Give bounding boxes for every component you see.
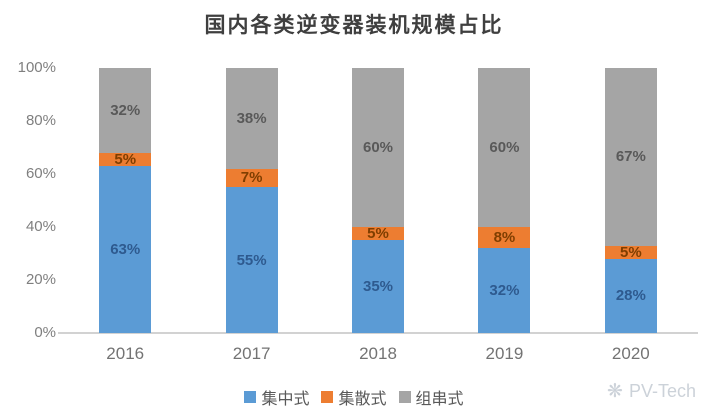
x-tick-label: 2019 xyxy=(485,344,524,363)
data-label: 32% xyxy=(489,282,520,300)
x-axis-labels: 2016 2017 2018 2019 2020 xyxy=(62,344,694,364)
legend-label: 集散式 xyxy=(338,391,387,408)
bar-segment[interactable]: 63% xyxy=(99,166,152,333)
bar-column: 28% 5% 67% xyxy=(568,68,694,333)
bar-segment[interactable]: 67% xyxy=(604,68,657,246)
bar-segment[interactable]: 32% xyxy=(478,248,531,333)
y-tick-label: 0% xyxy=(34,324,56,341)
data-label: 32% xyxy=(110,101,141,119)
legend-label: 集中式 xyxy=(261,391,310,408)
bar-segment[interactable]: 60% xyxy=(478,68,531,228)
legend-label: 组串式 xyxy=(415,391,464,408)
bar-segment[interactable]: 32% xyxy=(99,68,152,153)
stacked-bar-2016[interactable]: 63% 5% 32% xyxy=(99,68,152,333)
data-label: 55% xyxy=(236,251,267,269)
watermark-label: PV-Tech xyxy=(628,381,696,401)
y-tick-label: 80% xyxy=(25,112,56,129)
bar-segment[interactable]: 38% xyxy=(225,68,278,169)
data-label: 38% xyxy=(236,109,267,127)
bars-container: 63% 5% 32% 55% 7% 38% 35% 5% 60% 32% 8% 60% 28% 5% 67% xyxy=(62,68,694,333)
bar-column: 55% 7% 38% xyxy=(188,68,314,333)
bar-segment[interactable]: 55% xyxy=(225,187,278,333)
data-label: 60% xyxy=(489,139,520,157)
stacked-bar-2019[interactable]: 32% 8% 60% xyxy=(478,68,531,333)
bar-segment[interactable]: 5% xyxy=(99,150,152,168)
data-label: 7% xyxy=(240,169,263,187)
bar-column: 35% 5% 60% xyxy=(315,68,441,333)
chart-title: 国内各类逆变器装机规模占比 xyxy=(204,12,504,37)
data-label: 60% xyxy=(363,139,394,156)
y-tick-label: 60% xyxy=(25,165,56,182)
y-tick-label: 20% xyxy=(25,271,56,288)
x-axis-line xyxy=(58,332,698,334)
data-label: 5% xyxy=(367,225,389,243)
legend-item[interactable]: 组串式 xyxy=(398,385,464,409)
legend-swatch-icon xyxy=(321,391,334,403)
legend-item[interactable]: 集中式 xyxy=(244,385,309,409)
data-label: 8% xyxy=(493,229,516,247)
bar-segment[interactable]: 35% xyxy=(352,240,405,333)
legend-item[interactable]: 集散式 xyxy=(321,385,387,409)
bar-segment[interactable]: 5% xyxy=(352,225,405,243)
bar-column: 63% 5% 32% xyxy=(62,68,188,333)
bar-segment[interactable]: 7% xyxy=(225,168,278,188)
data-label: 35% xyxy=(363,278,394,296)
stacked-bar-2018[interactable]: 35% 5% 60% xyxy=(352,68,405,333)
data-label: 28% xyxy=(615,287,646,305)
data-label: 5% xyxy=(114,150,137,168)
legend-swatch-icon xyxy=(244,391,257,403)
stacked-bar-2020[interactable]: 28% 5% 67% xyxy=(604,68,657,333)
x-tick-label: 2018 xyxy=(359,344,397,363)
x-tick-label: 2016 xyxy=(106,344,145,363)
data-label: 67% xyxy=(615,148,646,166)
data-label: 5% xyxy=(619,243,642,261)
data-label: 63% xyxy=(110,241,141,259)
stacked-bar-2017[interactable]: 55% 7% 38% xyxy=(225,68,278,333)
bar-segment[interactable]: 28% xyxy=(604,258,657,333)
bar-segment[interactable]: 5% xyxy=(604,243,657,261)
x-tick-label: 2017 xyxy=(232,344,271,363)
legend: 集中式 集散式 组串式 xyxy=(0,385,708,409)
pv-tech-logo: ❋ PV-Tech xyxy=(607,380,696,403)
x-tick-label: 2020 xyxy=(611,344,650,363)
legend-swatch-icon xyxy=(398,391,411,403)
sun-icon: ❋ xyxy=(607,381,623,402)
bar-segment[interactable]: 60% xyxy=(352,68,405,227)
y-tick-label: 40% xyxy=(25,218,56,235)
bar-segment[interactable]: 8% xyxy=(478,227,531,249)
bar-column: 32% 8% 60% xyxy=(441,68,567,333)
y-tick-label: 100% xyxy=(17,59,56,76)
